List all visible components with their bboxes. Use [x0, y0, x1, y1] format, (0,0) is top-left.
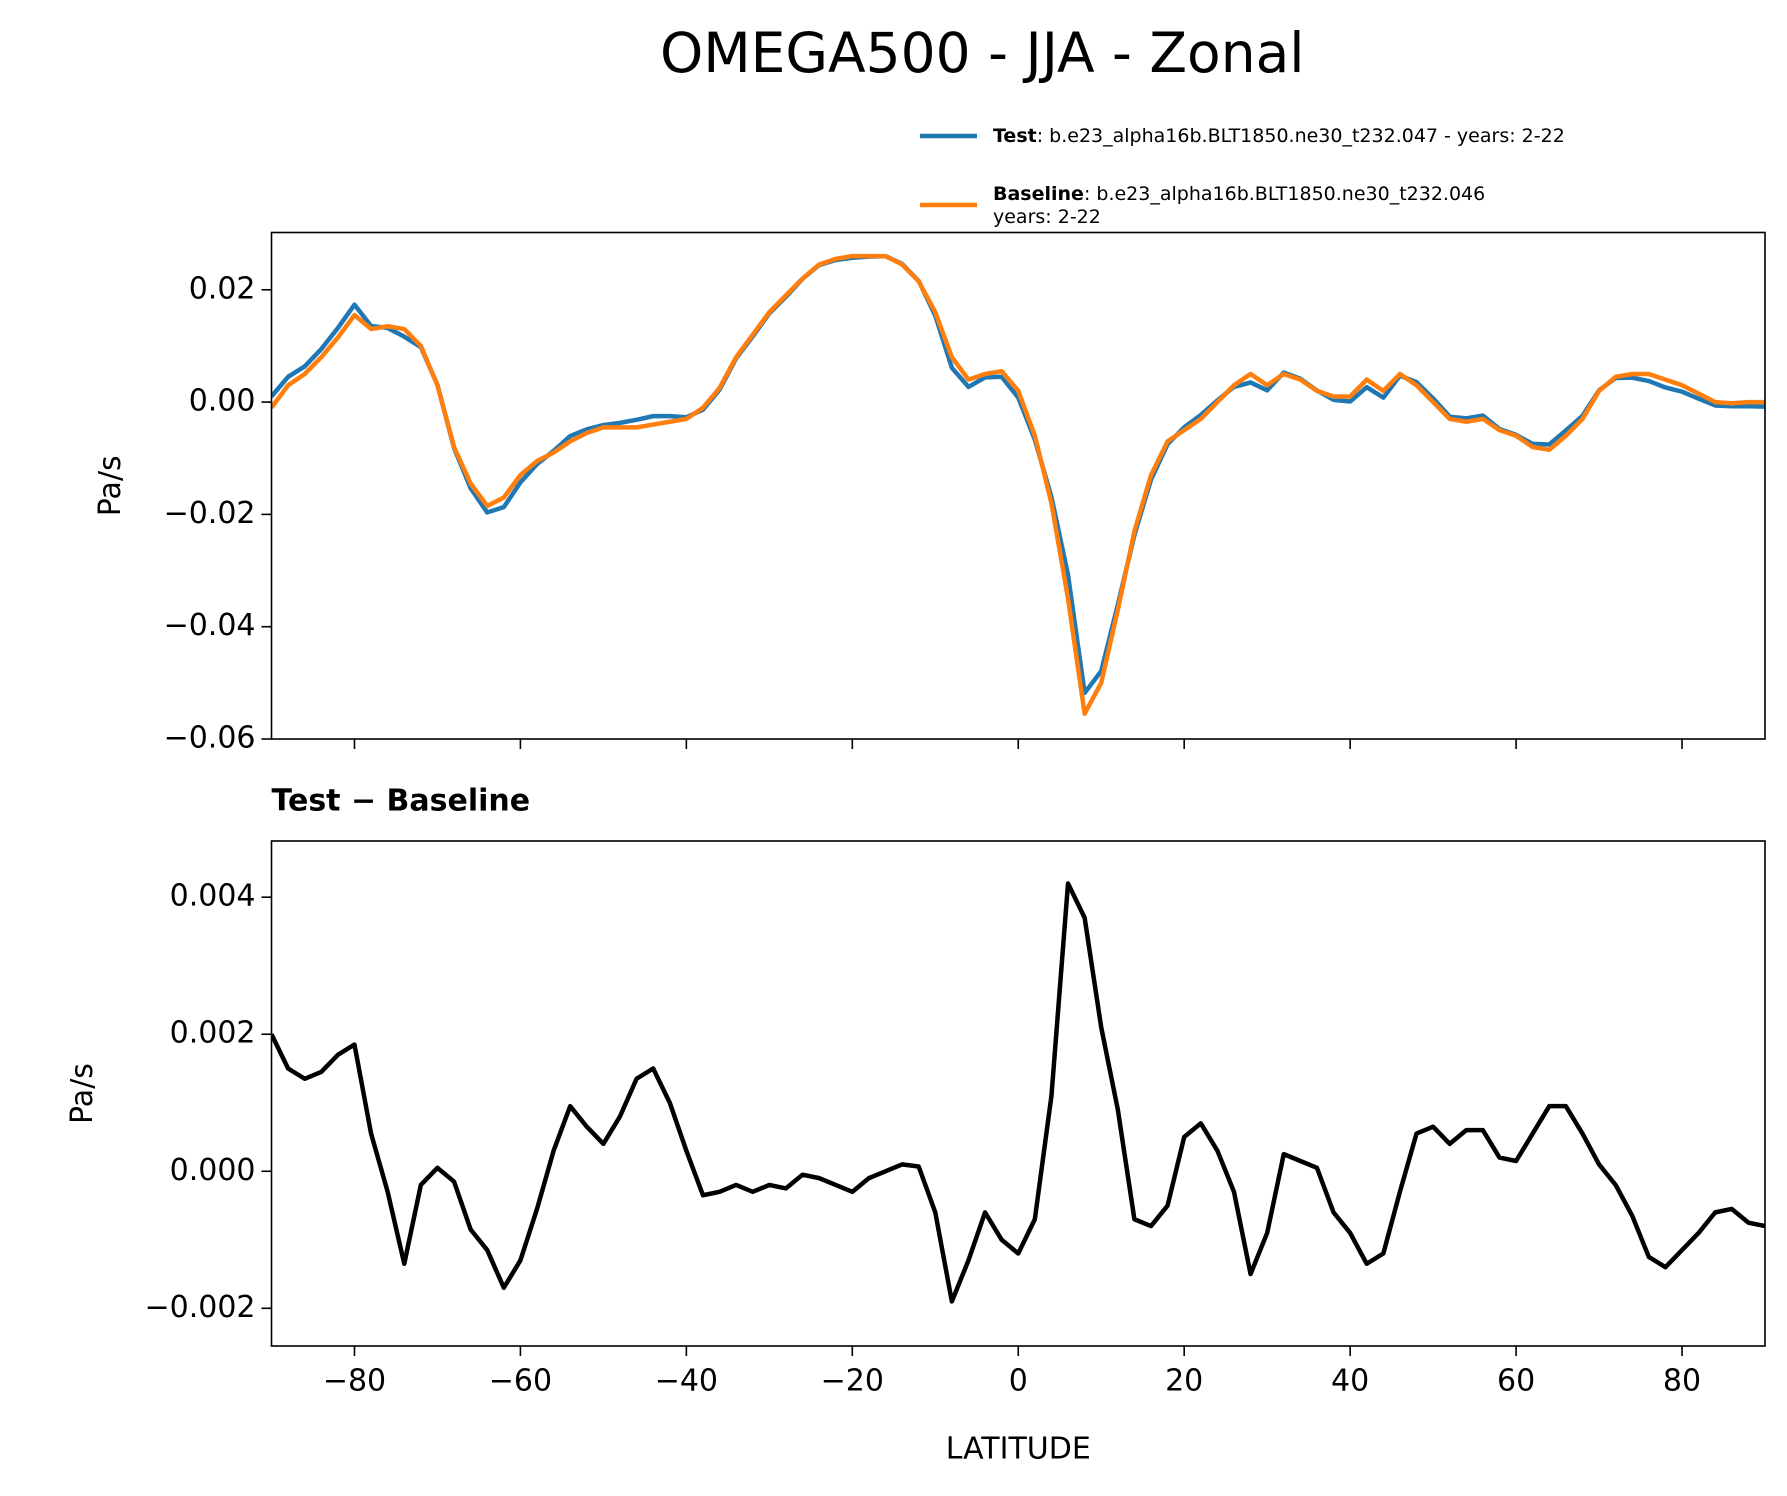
legend-description: years: 2-22 [993, 206, 1101, 228]
x-tick-label: 20 [1165, 1364, 1203, 1399]
y-tick-label: −0.06 [164, 721, 256, 756]
y-tick-label: 0.00 [189, 384, 256, 419]
x-tick-label: −80 [323, 1364, 386, 1399]
legend-name: Test [993, 125, 1037, 147]
y-axis-label: Pa/s [65, 1063, 100, 1124]
y-tick-label: 0.002 [170, 1016, 256, 1051]
x-tick-label: −40 [655, 1364, 718, 1399]
plot-area [271, 253, 1765, 716]
y-tick-label: 0.02 [189, 271, 256, 306]
legend-name: Baseline [993, 183, 1084, 205]
y-tick-label: 0.000 [170, 1153, 256, 1188]
legend-description: : b.e23_alpha16b.BLT1850.ne30_t232.047 -… [1037, 125, 1565, 147]
data-line [271, 253, 1765, 716]
x-tick-label: −20 [821, 1364, 884, 1399]
y-axis-label: Pa/s [93, 455, 128, 516]
legend-label: Test: b.e23_alpha16b.BLT1850.ne30_t232.0… [993, 125, 1565, 147]
x-axis-label: LATITUDE [946, 1432, 1091, 1467]
x-tick-label: 60 [1497, 1364, 1535, 1399]
y-tick-label: −0.02 [164, 496, 256, 531]
x-tick-label: 40 [1331, 1364, 1369, 1399]
x-tick-label: 0 [1009, 1364, 1028, 1399]
data-line [271, 881, 1765, 1304]
subplot-title: Test − Baseline [272, 784, 531, 819]
y-tick-label: −0.002 [144, 1290, 255, 1325]
legend-label: Baseline: b.e23_alpha16b.BLT1850.ne30_t2… [993, 183, 1485, 228]
legend-description: : b.e23_alpha16b.BLT1850.ne30_t232.046 [1084, 183, 1485, 205]
plot-area [271, 881, 1765, 1304]
x-tick-label: 80 [1663, 1364, 1701, 1399]
x-tick-label: −60 [489, 1364, 552, 1399]
chart-title: OMEGA500 - JJA - Zonal [660, 21, 1305, 85]
y-tick-label: −0.04 [164, 608, 256, 643]
y-tick-label: 0.004 [170, 879, 256, 914]
